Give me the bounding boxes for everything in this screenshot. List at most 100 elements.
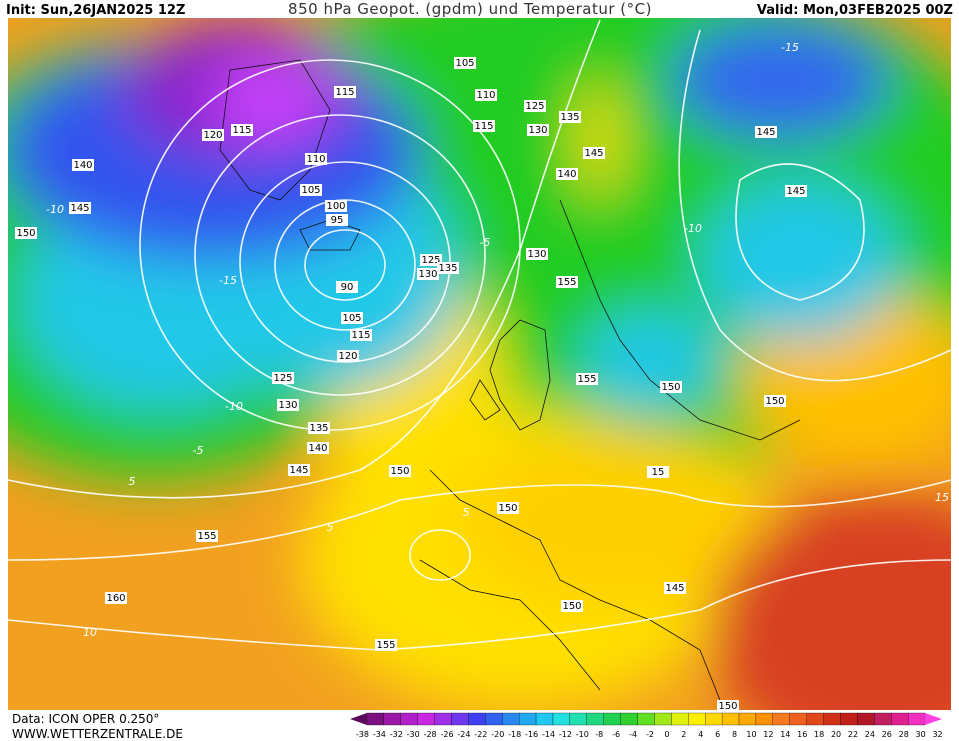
contour-label: 105 xyxy=(455,58,474,69)
contour-label: 15 xyxy=(652,467,665,478)
temperature-label: -10 xyxy=(684,222,702,235)
scale-label: 8 xyxy=(732,730,737,739)
color-scale: -38 -34 -32 -30 -28 -26 -24 -22 -20 -18 -16 -14 -12-… xyxy=(350,712,943,739)
contour-label: 130 xyxy=(527,249,546,260)
website: WWW.WETTERZENTRALE.DE xyxy=(12,727,183,741)
label-box xyxy=(785,185,807,197)
contour-label: 135 xyxy=(438,263,457,274)
scale-box xyxy=(840,712,858,726)
label-box xyxy=(389,465,411,477)
label-box xyxy=(15,227,37,239)
scale-label: -26 xyxy=(440,730,453,739)
label-box xyxy=(524,100,546,112)
contour-label: 90 xyxy=(341,282,354,293)
label-box xyxy=(556,168,578,180)
contour-label: 100 xyxy=(326,201,345,212)
scale-label: 22 xyxy=(848,730,858,739)
scale-label: -22 xyxy=(474,730,487,739)
scale-label: -10 xyxy=(576,730,589,739)
footer: Data: ICON OPER 0.250° WWW.WETTERZENTRAL… xyxy=(12,712,943,741)
scale-arrow xyxy=(350,713,367,725)
scale-label: -18 xyxy=(508,730,521,739)
temperature-label: -5 xyxy=(480,236,491,249)
scale-box xyxy=(518,712,537,726)
label-box xyxy=(660,381,682,393)
temperature-label: 10 xyxy=(83,626,97,639)
scale-box xyxy=(552,712,571,726)
temperature-label: -15 xyxy=(781,41,799,54)
scale-box xyxy=(603,712,621,726)
contour-label: 145 xyxy=(289,465,308,476)
scale-label: 2 xyxy=(681,730,686,739)
scale-label: -4 xyxy=(629,730,637,739)
contour-label: 155 xyxy=(557,277,576,288)
label-box xyxy=(341,312,363,324)
scale-box xyxy=(434,712,452,726)
scale-box xyxy=(535,712,554,726)
contour-label: 145 xyxy=(756,127,775,138)
label-box xyxy=(527,124,549,136)
contour-label: 115 xyxy=(351,330,370,341)
label-box xyxy=(325,200,347,212)
contour-label: 150 xyxy=(390,466,409,477)
contour-label: 125 xyxy=(525,101,544,112)
contour-label: 150 xyxy=(498,503,517,514)
contour-label: 135 xyxy=(560,112,579,123)
scale-box xyxy=(569,712,587,726)
contour-label: 130 xyxy=(278,400,297,411)
scale-box xyxy=(738,712,757,726)
scale-box xyxy=(705,712,723,726)
scale-box xyxy=(857,712,875,726)
scale-box xyxy=(806,712,824,726)
label-box xyxy=(231,124,253,136)
scale-box xyxy=(908,712,926,726)
temperature-label: -10 xyxy=(225,400,243,413)
contour-label: 140 xyxy=(308,443,327,454)
scale-box xyxy=(417,712,435,726)
contour-label: 105 xyxy=(301,185,320,196)
contour-label: 110 xyxy=(476,90,495,101)
scale-box xyxy=(366,712,384,726)
contour-label: 120 xyxy=(338,351,357,362)
scale-label: 18 xyxy=(814,730,824,739)
label-box xyxy=(561,600,583,612)
scale-box xyxy=(755,712,774,726)
scale-box xyxy=(671,712,689,726)
label-box xyxy=(72,159,94,171)
label-box xyxy=(308,422,330,434)
label-box xyxy=(334,86,356,98)
scale-box xyxy=(891,712,909,726)
scale-label: -24 xyxy=(457,730,470,739)
label-box xyxy=(420,254,442,266)
contour-label: 150 xyxy=(661,382,680,393)
contour-label: 145 xyxy=(786,186,805,197)
contour-label: 150 xyxy=(765,396,784,407)
scale-label: 16 xyxy=(797,730,807,739)
contour-label: 155 xyxy=(376,640,395,651)
label-box xyxy=(755,126,777,138)
label-box xyxy=(647,466,669,478)
label-box xyxy=(288,464,310,476)
temperature-label: -5 xyxy=(193,444,204,457)
contour-label: 130 xyxy=(528,125,547,136)
scale-label: 28 xyxy=(899,730,909,739)
scale-label: -8 xyxy=(595,730,603,739)
label-box xyxy=(583,147,605,159)
scale-label: -16 xyxy=(525,730,538,739)
scale-label: 14 xyxy=(780,730,790,739)
valid-time: Valid: Mon,03FEB2025 00Z xyxy=(757,3,953,18)
label-box xyxy=(277,399,299,411)
label-box xyxy=(375,639,397,651)
label-box xyxy=(417,268,439,280)
header: Init: Sun,26JAN2025 12Z 850 hPa Geopot. … xyxy=(6,0,953,18)
scale-arrow xyxy=(925,713,942,725)
scale-box xyxy=(874,712,892,726)
label-box xyxy=(473,120,495,132)
label-box xyxy=(475,89,497,101)
scale-label: -34 xyxy=(373,730,386,739)
scale-label: 30 xyxy=(916,730,926,739)
label-box xyxy=(337,350,359,362)
contour-label: 125 xyxy=(421,255,440,266)
temperature-label: 5 xyxy=(463,506,470,519)
